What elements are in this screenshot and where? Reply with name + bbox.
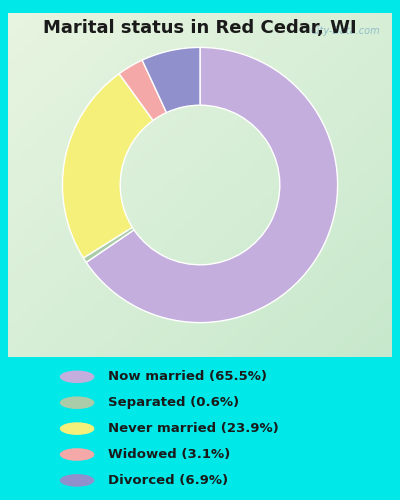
Text: Separated (0.6%): Separated (0.6%) [108,396,239,409]
Wedge shape [83,228,134,262]
Wedge shape [142,48,200,112]
Wedge shape [119,60,166,120]
Circle shape [60,448,94,461]
Circle shape [60,370,94,383]
Text: Never married (23.9%): Never married (23.9%) [108,422,278,435]
Wedge shape [86,48,338,322]
Text: Divorced (6.9%): Divorced (6.9%) [108,474,228,487]
Wedge shape [62,74,153,258]
Text: Widowed (3.1%): Widowed (3.1%) [108,448,230,461]
Circle shape [60,422,94,435]
Circle shape [60,396,94,409]
Text: Now married (65.5%): Now married (65.5%) [108,370,267,384]
Text: City-Data.com: City-Data.com [311,26,380,36]
Circle shape [60,474,94,486]
Text: Marital status in Red Cedar, WI: Marital status in Red Cedar, WI [43,19,357,37]
